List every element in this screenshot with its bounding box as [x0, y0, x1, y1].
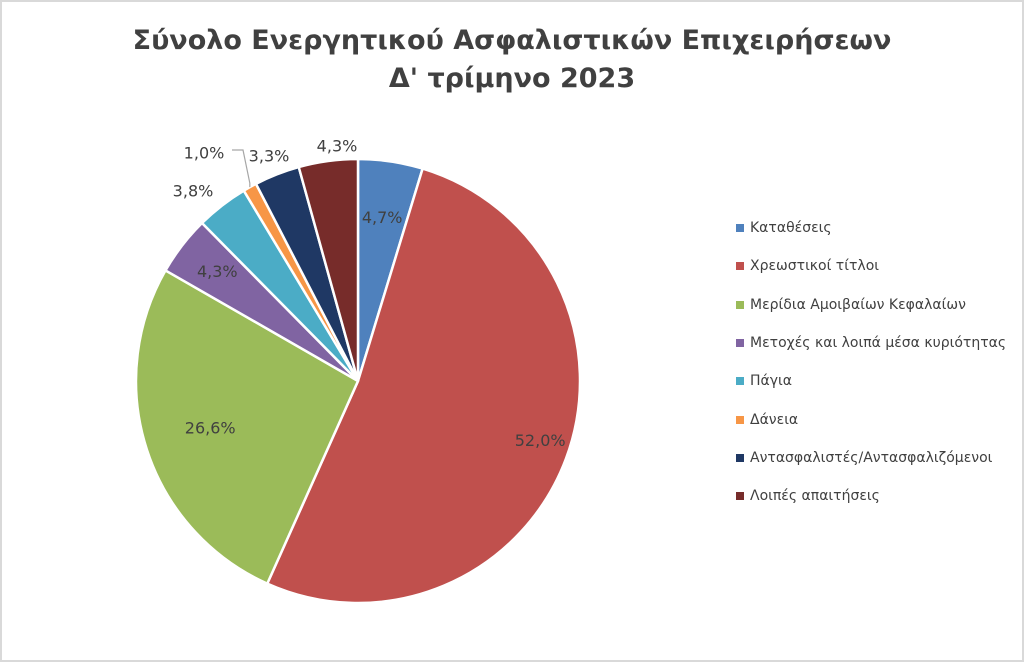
legend-label: Μερίδια Αμοιβαίων Κεφαλαίων [750, 296, 966, 313]
slice-data-label-5: 3,8% [173, 182, 214, 201]
legend-swatch [736, 300, 744, 309]
chart-title-line-2: Δ' τρίμηνο 2023 [388, 63, 636, 94]
legend-swatch [736, 415, 744, 424]
chart-title: Σύνολο Ενεργητικού Ασφαλιστικών Επιχειρή… [0, 22, 1024, 98]
legend-label: Χρεωστικοί τίτλοι [750, 258, 879, 275]
pie-slice-8 [297, 157, 360, 382]
leader-line-6 [232, 149, 251, 188]
legend-item-8: Λοιπές απαιτήσεις [736, 486, 880, 506]
legend-item-6: Δάνεια [736, 410, 798, 430]
legend-label: Αντασφαλιστές/Αντασφαλιζόμενοι [750, 449, 993, 466]
legend-swatch [736, 338, 744, 347]
slice-data-label-7: 3,3% [249, 147, 290, 166]
legend-swatch [736, 492, 744, 501]
slice-data-label-6: 1,0% [184, 144, 225, 163]
slice-data-label-2: 52,0% [515, 431, 566, 450]
legend-label: Μετοχές και λοιπά μέσα κυριότητας [750, 334, 1007, 351]
legend-item-1: Καταθέσεις [736, 218, 832, 238]
legend-label: Πάγια [750, 373, 793, 390]
legend-label: Λοιπές απαιτήσεις [750, 488, 880, 505]
pie-slice-3 [134, 268, 360, 586]
legend-swatch [736, 262, 744, 271]
legend-item-2: Χρεωστικοί τίτλοι [736, 256, 879, 276]
pie-slice-2 [265, 167, 582, 605]
legend-item-4: Μετοχές και λοιπά μέσα κυριότητας [736, 333, 1006, 353]
legend-swatch [736, 224, 744, 232]
legend-item-5: Πάγια [736, 371, 792, 391]
legend-swatch [736, 377, 744, 386]
slice-data-label-8: 4,3% [317, 137, 358, 156]
legend-item-3: Μερίδια Αμοιβαίων Κεφαλαίων [736, 295, 966, 315]
legend-item-7: Αντασφαλιστές/Αντασφαλιζόμενοι [736, 448, 992, 468]
legend-label: Καταθέσεις [750, 220, 832, 236]
legend-swatch [736, 453, 744, 462]
slice-data-label-1: 4,7% [362, 208, 403, 227]
slice-data-label-3: 26,6% [185, 419, 236, 438]
chart-title-line-1: Σύνολο Ενεργητικού Ασφαλιστικών Επιχειρή… [132, 25, 892, 56]
legend-label: Δάνεια [750, 411, 799, 428]
slice-data-label-4: 4,3% [197, 262, 238, 281]
